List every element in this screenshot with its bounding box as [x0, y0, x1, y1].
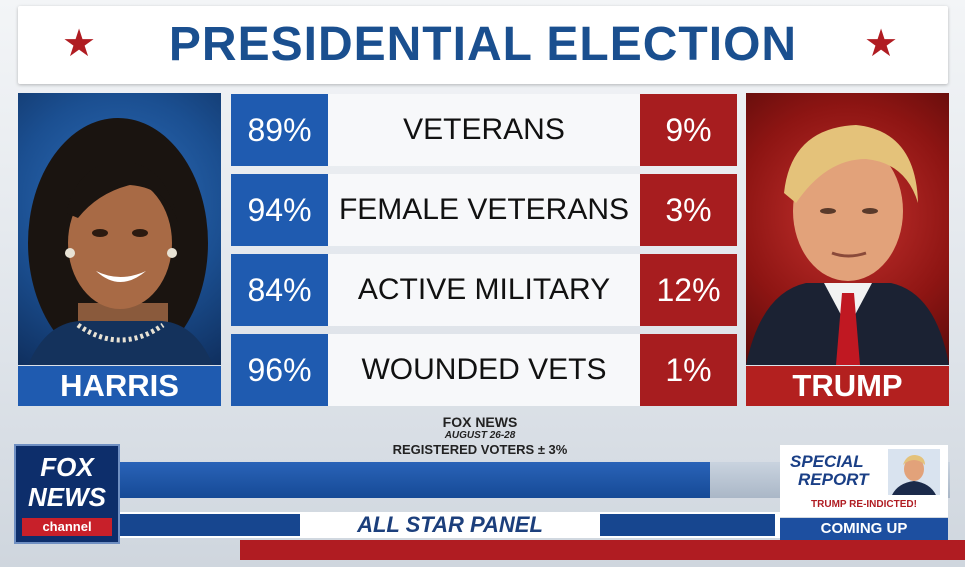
promo-headline: TRUMP RE-INDICTED! — [811, 499, 917, 510]
lower-third-band — [110, 462, 710, 498]
trump-percent: 3% — [640, 174, 737, 246]
poll-row: 89% VETERANS 9% — [231, 94, 737, 166]
source-sample: REGISTERED VOTERS ± 3% — [392, 442, 568, 457]
trump-name-bar: TRUMP — [746, 366, 949, 406]
poll-row: 84% ACTIVE MILITARY 12% — [231, 254, 737, 326]
harris-percent: 94% — [231, 174, 328, 246]
source-outlet: FOX NEWS — [442, 414, 518, 430]
trump-photo-illustration — [746, 125, 949, 365]
trump-percent: 9% — [640, 94, 737, 166]
category-label: ACTIVE MILITARY — [328, 254, 640, 326]
logo-text-channel: channel — [22, 518, 112, 536]
promo-photo-illustration — [892, 455, 936, 495]
logo-text-news: NEWS — [28, 482, 106, 512]
poll-row: 94% FEMALE VETERANS 3% — [231, 174, 737, 246]
promo-thumbnail — [888, 449, 940, 495]
trump-portrait — [746, 93, 949, 365]
logo-text-fox: FOX — [40, 452, 94, 482]
harris-percent: 89% — [231, 94, 328, 166]
harris-portrait — [18, 93, 221, 365]
category-label: VETERANS — [328, 94, 640, 166]
category-label: WOUNDED VETS — [328, 334, 640, 406]
trump-percent: 1% — [640, 334, 737, 406]
promo-title-line1: SPECIAL — [790, 452, 864, 471]
harris-percent: 96% — [231, 334, 328, 406]
panel-strip-left — [120, 514, 300, 536]
promo-title-line2: REPORT — [798, 470, 869, 489]
star-icon: ★ — [864, 23, 899, 65]
category-label: FEMALE VETERANS — [328, 174, 640, 246]
poll-row: 96% WOUNDED VETS 1% — [231, 334, 737, 406]
trump-percent: 12% — [640, 254, 737, 326]
panel-strip-right — [600, 514, 775, 536]
harris-percent: 84% — [231, 254, 328, 326]
panel-title: ALL STAR PANEL — [357, 512, 543, 537]
harris-photo-illustration — [28, 118, 213, 365]
red-ticker-band — [240, 540, 965, 560]
source-dates: AUGUST 26-28 — [444, 430, 516, 441]
harris-name-bar: HARRIS — [18, 366, 221, 406]
title-bar: ★ PRESIDENTIAL ELECTION ★ — [18, 6, 948, 84]
star-icon: ★ — [62, 23, 97, 65]
fox-news-logo: FOX NEWS channel — [14, 444, 120, 544]
special-report-promo: SPECIAL REPORT TRUMP RE-INDICTED! — [780, 445, 948, 517]
coming-up-label: COMING UP — [780, 518, 948, 540]
graphic-title: PRESIDENTIAL ELECTION — [168, 18, 798, 71]
